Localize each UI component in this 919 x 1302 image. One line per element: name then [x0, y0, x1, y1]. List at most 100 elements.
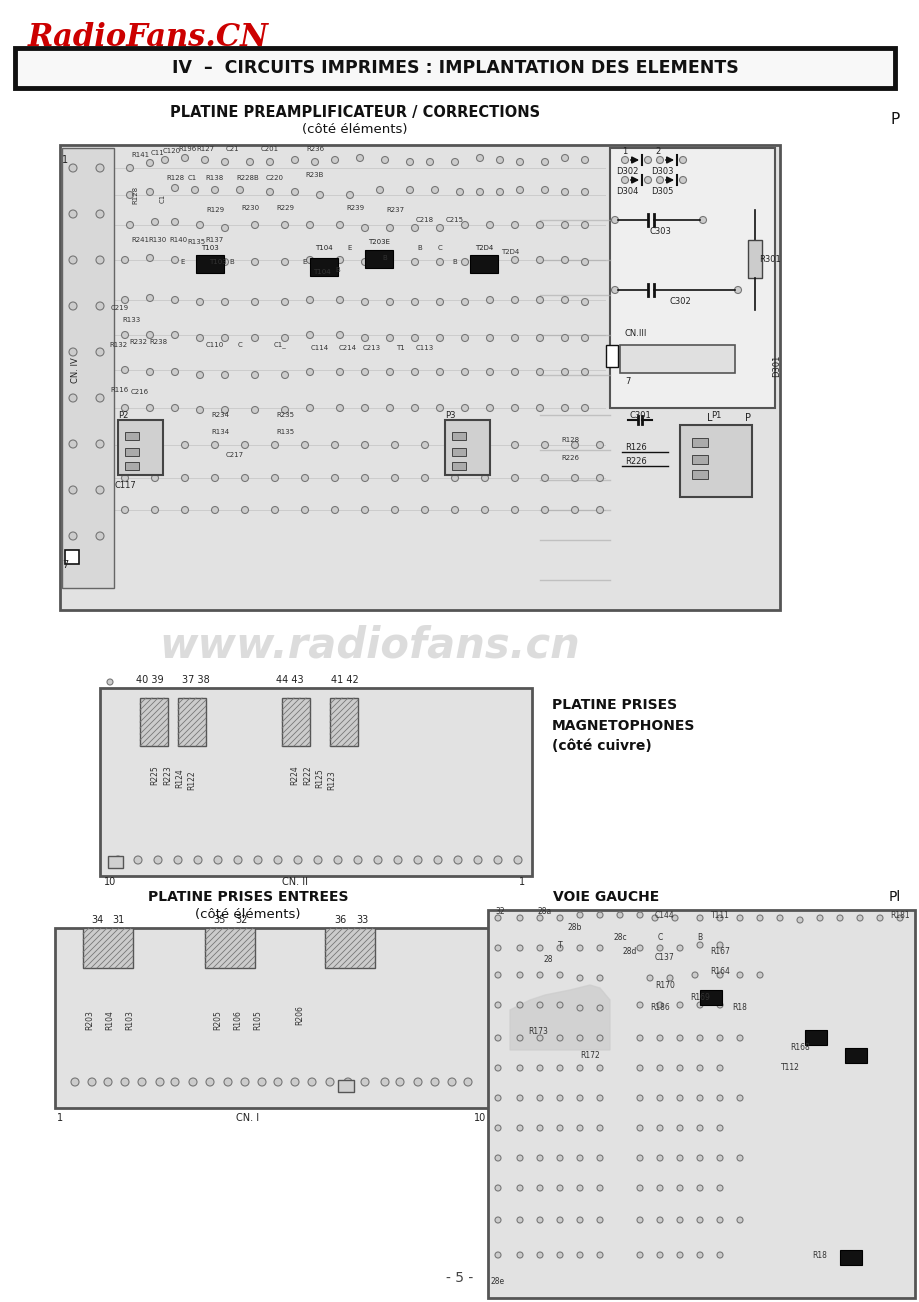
- Circle shape: [451, 506, 458, 513]
- Circle shape: [679, 177, 686, 184]
- Text: T2D4: T2D4: [500, 249, 518, 255]
- Text: PLATINE PRISES
MAGNETOPHONES
(côté cuivre): PLATINE PRISES MAGNETOPHONES (côté cuivr…: [551, 698, 695, 753]
- Text: (côté éléments): (côté éléments): [302, 124, 407, 137]
- Text: 34: 34: [91, 915, 103, 924]
- Circle shape: [596, 1217, 602, 1223]
- Circle shape: [171, 368, 178, 375]
- Circle shape: [361, 298, 369, 306]
- Circle shape: [306, 405, 313, 411]
- Circle shape: [121, 366, 129, 374]
- Text: - 5 -: - 5 -: [446, 1271, 473, 1285]
- Circle shape: [436, 368, 443, 375]
- Text: C214: C214: [338, 345, 357, 352]
- Circle shape: [69, 164, 77, 172]
- Text: www.radiofans.cn: www.radiofans.cn: [160, 624, 580, 667]
- Circle shape: [152, 441, 158, 448]
- Circle shape: [596, 911, 602, 918]
- Circle shape: [576, 1035, 583, 1042]
- Text: R23B: R23B: [305, 172, 323, 178]
- Text: T2D4: T2D4: [474, 245, 493, 251]
- Bar: [691, 470, 708, 479]
- Circle shape: [697, 1065, 702, 1072]
- Circle shape: [636, 1095, 642, 1101]
- Circle shape: [291, 189, 298, 195]
- Circle shape: [96, 302, 104, 310]
- Circle shape: [646, 975, 652, 980]
- Text: R122: R122: [187, 771, 197, 790]
- Circle shape: [431, 186, 438, 194]
- Circle shape: [386, 368, 393, 375]
- Circle shape: [581, 189, 588, 195]
- Text: R124: R124: [176, 768, 185, 788]
- Circle shape: [69, 395, 77, 402]
- Circle shape: [656, 1125, 663, 1131]
- Circle shape: [697, 1253, 702, 1258]
- Circle shape: [556, 945, 562, 950]
- Circle shape: [576, 1185, 583, 1191]
- Circle shape: [581, 335, 588, 341]
- Circle shape: [481, 441, 488, 448]
- Circle shape: [290, 1078, 299, 1086]
- Bar: [196, 255, 223, 273]
- Circle shape: [251, 371, 258, 379]
- Circle shape: [537, 1035, 542, 1042]
- Circle shape: [246, 159, 254, 165]
- Circle shape: [581, 156, 588, 164]
- Text: R241: R241: [130, 237, 149, 243]
- Text: C303: C303: [649, 228, 670, 237]
- Circle shape: [171, 256, 178, 263]
- Circle shape: [636, 945, 642, 950]
- Circle shape: [221, 406, 228, 414]
- Text: Pl: Pl: [888, 891, 900, 904]
- Circle shape: [361, 259, 369, 266]
- Circle shape: [636, 911, 642, 918]
- Text: C1_: C1_: [273, 341, 286, 349]
- Circle shape: [71, 1078, 79, 1086]
- Text: 33: 33: [356, 915, 368, 924]
- Circle shape: [436, 224, 443, 232]
- Text: 32: 32: [494, 907, 505, 917]
- Circle shape: [430, 1078, 438, 1086]
- Circle shape: [171, 332, 178, 339]
- Circle shape: [716, 1095, 722, 1101]
- Circle shape: [644, 355, 651, 362]
- Text: T: T: [557, 940, 562, 949]
- Text: 1: 1: [621, 147, 627, 156]
- Text: R226: R226: [561, 454, 578, 461]
- Text: C220: C220: [266, 174, 284, 181]
- Text: D304: D304: [615, 187, 638, 197]
- Circle shape: [421, 506, 428, 513]
- Circle shape: [331, 441, 338, 448]
- Circle shape: [274, 1078, 282, 1086]
- Circle shape: [221, 259, 228, 266]
- Circle shape: [376, 186, 383, 194]
- Circle shape: [692, 355, 698, 362]
- Circle shape: [188, 1078, 197, 1086]
- Circle shape: [461, 368, 468, 375]
- Text: R238: R238: [149, 339, 167, 345]
- Circle shape: [660, 355, 667, 362]
- Text: 41 42: 41 42: [331, 674, 358, 685]
- Circle shape: [281, 259, 289, 266]
- Circle shape: [121, 405, 129, 411]
- Circle shape: [241, 474, 248, 482]
- Circle shape: [676, 1035, 682, 1042]
- Text: C: C: [237, 342, 242, 348]
- Circle shape: [301, 474, 308, 482]
- Circle shape: [107, 680, 113, 685]
- Text: R205: R205: [213, 1010, 222, 1030]
- Circle shape: [391, 474, 398, 482]
- Circle shape: [514, 855, 521, 865]
- Circle shape: [561, 256, 568, 263]
- Circle shape: [197, 371, 203, 379]
- Circle shape: [736, 1155, 743, 1161]
- Circle shape: [536, 405, 543, 411]
- Circle shape: [494, 1035, 501, 1042]
- Circle shape: [516, 1095, 522, 1101]
- Circle shape: [596, 441, 603, 448]
- Text: C1: C1: [187, 174, 197, 181]
- Circle shape: [96, 533, 104, 540]
- Circle shape: [281, 221, 289, 228]
- Circle shape: [201, 156, 209, 164]
- Text: R226: R226: [624, 457, 646, 466]
